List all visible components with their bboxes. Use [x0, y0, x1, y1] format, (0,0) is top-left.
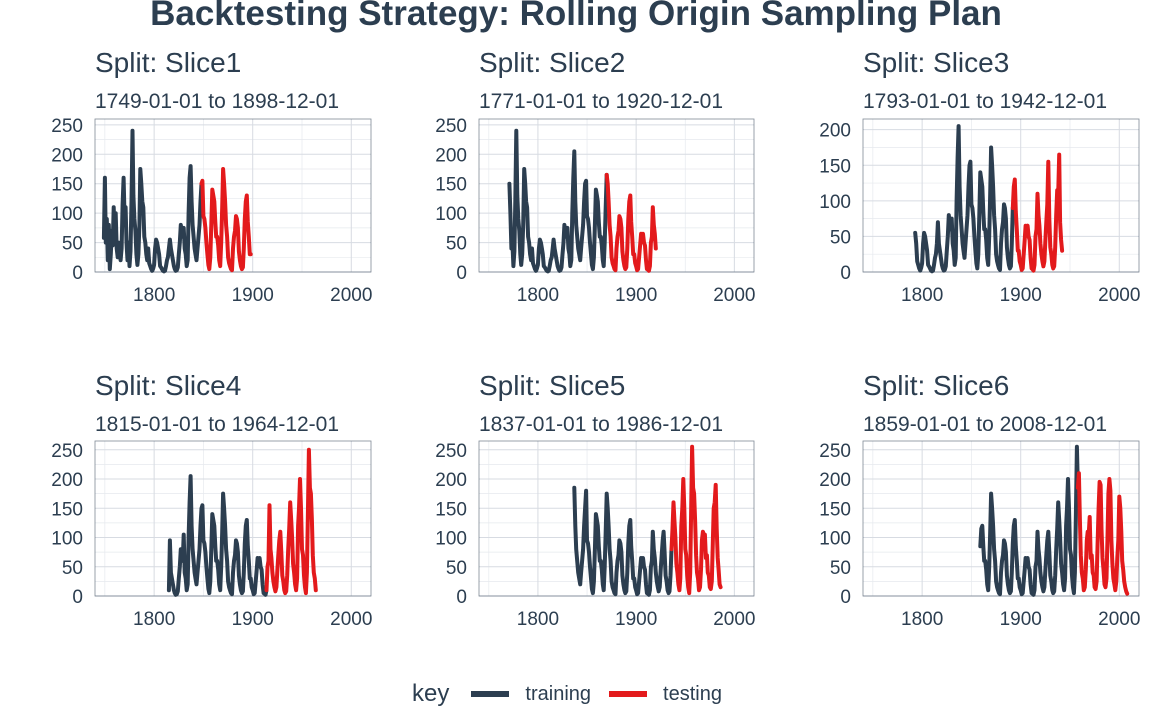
y-tick-label: 0 — [456, 263, 467, 284]
x-tick-label: 2000 — [713, 609, 755, 630]
y-tick-label: 100 — [819, 529, 851, 550]
legend-label-testing: testing — [663, 682, 722, 705]
y-tick-label: 250 — [51, 116, 83, 137]
x-tick-label: 1800 — [901, 609, 943, 630]
series-line-testing — [1010, 152, 1065, 273]
legend-item-testing: testing — [609, 683, 722, 706]
facet-subtitle: 1859-01-01 to 2008-12-01 — [863, 413, 1107, 436]
x-tick-label: 1800 — [517, 609, 559, 630]
y-tick-label: 50 — [62, 234, 83, 255]
x-tick-label: 1800 — [517, 285, 559, 306]
plot-border — [478, 440, 755, 597]
facet-title: Split: Slice1 — [95, 47, 241, 78]
y-tick-label: 200 — [819, 121, 851, 142]
y-tick-label: 0 — [840, 263, 851, 284]
y-tick-label: 150 — [435, 175, 467, 196]
chart-main-title: Backtesting Strategy: Rolling Origin Sam… — [150, 0, 1002, 33]
series-line-training — [913, 124, 1015, 274]
y-tick-label: 50 — [830, 227, 851, 248]
y-tick-label: 50 — [830, 558, 851, 579]
y-tick-label: 100 — [435, 529, 467, 550]
facet-subtitle: 1749-01-01 to 1898-12-01 — [95, 90, 339, 113]
facet-panel-1: Split: Slice1 1749-01-01 to 1898-12-01 180… — [51, 47, 372, 306]
x-tick-label: 1900 — [1000, 609, 1042, 630]
series-line-testing — [264, 447, 318, 596]
series-line-training — [166, 474, 269, 597]
legend-item-training: training — [471, 683, 591, 706]
y-tick-label: 250 — [435, 441, 467, 462]
facet-subtitle: 1793-01-01 to 1942-12-01 — [863, 90, 1107, 113]
series-line-training — [572, 485, 674, 597]
y-tick-label: 100 — [51, 204, 83, 225]
x-tick-label: 2000 — [330, 609, 372, 630]
y-tick-label: 150 — [51, 499, 83, 520]
legend-key-testing — [609, 691, 648, 697]
y-tick-label: 50 — [446, 558, 467, 579]
legend-title: key — [412, 680, 450, 707]
x-tick-label: 1900 — [615, 285, 657, 306]
y-tick-label: 250 — [435, 116, 467, 137]
y-tick-label: 200 — [819, 470, 851, 491]
legend: key training testing — [0, 680, 1152, 708]
plot-border — [94, 118, 372, 273]
y-tick-label: 50 — [62, 558, 83, 579]
y-tick-label: 0 — [840, 587, 851, 608]
y-tick-label: 200 — [51, 145, 83, 166]
facet-subtitle: 1771-01-01 to 1920-12-01 — [479, 90, 723, 113]
facet-panel-4: Split: Slice4 1815-01-01 to 1964-12-01 180… — [51, 370, 372, 630]
series-line-training — [507, 128, 609, 274]
x-tick-label: 1800 — [133, 609, 175, 630]
facet-panel-5: Split: Slice5 1837-01-01 to 1986-12-01 180… — [435, 370, 755, 630]
y-tick-label: 50 — [446, 234, 467, 255]
x-tick-label: 2000 — [713, 285, 755, 306]
y-tick-label: 0 — [72, 263, 83, 284]
facet-subtitle: 1815-01-01 to 1964-12-01 — [95, 413, 339, 436]
x-tick-label: 1900 — [1000, 285, 1042, 306]
legend-key-training — [471, 691, 510, 697]
plot-border — [862, 118, 1140, 273]
y-tick-label: 150 — [819, 499, 851, 520]
x-tick-label: 1900 — [232, 609, 274, 630]
x-tick-label: 2000 — [1098, 285, 1140, 306]
facet-subtitle: 1837-01-01 to 1986-12-01 — [479, 413, 723, 436]
plot-border — [94, 440, 372, 597]
series-line-testing — [199, 167, 253, 273]
series-line-training — [101, 128, 204, 274]
facet-panel-3: Split: Slice3 1793-01-01 to 1942-12-01 180… — [819, 47, 1140, 306]
facet-title: Split: Slice5 — [479, 370, 625, 401]
series-line-testing — [669, 444, 723, 596]
y-tick-label: 100 — [435, 204, 467, 225]
facet-title: Split: Slice6 — [863, 370, 1009, 401]
facet-title: Split: Slice4 — [95, 370, 241, 401]
series-line-testing — [1075, 471, 1130, 596]
x-tick-label: 2000 — [330, 285, 372, 306]
facet-title: Split: Slice3 — [863, 47, 1009, 78]
plot-border — [478, 118, 755, 273]
y-tick-label: 150 — [819, 156, 851, 177]
y-tick-label: 0 — [456, 587, 467, 608]
series-line-testing — [604, 172, 658, 273]
facet-panel-2: Split: Slice2 1771-01-01 to 1920-12-01 180… — [435, 47, 755, 306]
x-tick-label: 1900 — [615, 609, 657, 630]
x-tick-label: 1800 — [901, 285, 943, 306]
facet-title: Split: Slice2 — [479, 47, 625, 78]
y-tick-label: 150 — [435, 499, 467, 520]
y-tick-label: 200 — [435, 145, 467, 166]
plot-border — [862, 440, 1140, 597]
y-tick-label: 200 — [51, 470, 83, 491]
y-tick-label: 100 — [51, 529, 83, 550]
x-tick-label: 1900 — [232, 285, 274, 306]
y-tick-label: 0 — [72, 587, 83, 608]
y-tick-label: 250 — [51, 441, 83, 462]
y-tick-label: 250 — [819, 441, 851, 462]
x-tick-label: 2000 — [1098, 609, 1140, 630]
x-tick-label: 1800 — [133, 285, 175, 306]
facet-panel-6: Split: Slice6 1859-01-01 to 2008-12-01 180… — [819, 370, 1140, 630]
y-tick-label: 100 — [819, 192, 851, 213]
legend-label-training: training — [525, 682, 592, 705]
y-tick-label: 150 — [51, 175, 83, 196]
y-tick-label: 200 — [435, 470, 467, 491]
series-line-training — [978, 444, 1080, 597]
